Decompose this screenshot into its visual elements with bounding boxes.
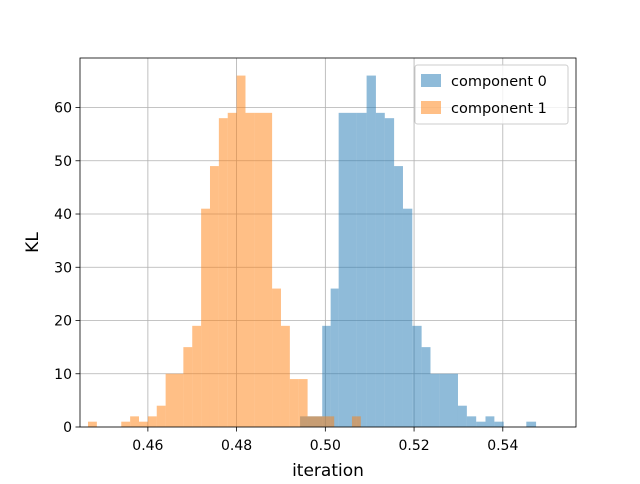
histogram-bar [494,421,504,427]
histogram-bar [384,118,395,428]
histogram-bar [526,421,537,427]
axis-ticks: 0.46 0.48 0.50 0.52 0.54 0 10 20 30 40 50 60 [54,101,518,454]
histogram-bar [316,416,326,427]
histogram-bar [439,373,458,427]
histogram-bar [236,75,246,428]
histogram-bar [254,112,273,428]
histogram-bar [466,416,477,427]
legend-swatch-0 [421,74,441,87]
histogram-bar [322,325,331,427]
histogram-bar [298,379,308,427]
x-tick-label: 0.48 [221,438,252,454]
histogram-bars [87,75,537,428]
histogram-bar [338,112,357,428]
y-tick-label: 60 [54,101,72,117]
histogram-bar [121,421,131,427]
histogram-bar [201,208,210,427]
histogram-bar [130,416,140,427]
histogram-bar [375,112,385,428]
x-axis-label: iteration [292,461,364,480]
histogram-bar [325,416,335,427]
histogram-bar [402,208,413,427]
histogram-bar [289,379,299,427]
histogram-bar [218,118,228,428]
histogram-bar [412,325,422,427]
y-tick-label: 40 [54,207,72,223]
legend-swatch-1 [421,101,441,114]
series-1-bars [87,75,361,428]
histogram-bar [156,405,166,427]
histogram-bar [430,373,440,427]
y-tick-label: 0 [63,420,72,436]
y-tick-label: 50 [54,154,72,170]
histogram-bar [366,75,376,428]
histogram-bar [485,416,495,427]
histogram-bar [165,373,184,427]
legend-label-1: component 1 [451,101,547,117]
histogram-bar [147,416,157,427]
y-tick-label: 10 [54,367,72,383]
x-tick-label: 0.54 [487,438,518,454]
histogram-bar [87,421,97,427]
x-tick-label: 0.52 [398,438,429,454]
histogram-bar [394,166,403,427]
histogram-bar [356,112,367,428]
histogram-bar [476,421,486,427]
legend-frame [414,64,569,125]
x-tick-label: 0.50 [310,438,341,454]
legend-label-0: component 0 [451,74,547,90]
histogram-bar [421,347,431,427]
y-axis-label: KL [23,232,43,253]
histogram-bar [457,405,467,427]
histogram-bar [192,325,202,427]
series-0-bars [300,75,537,428]
histogram-bar [272,288,281,427]
x-tick-label: 0.46 [132,438,163,454]
histogram-bar [139,421,148,427]
y-tick-label: 20 [54,314,72,330]
chart-legend: component 0 component 1 [414,64,569,125]
histogram-bar [245,112,255,428]
histogram-bar [307,416,317,427]
histogram-bar [227,112,237,428]
histogram-bar [351,416,361,427]
histogram-bar [280,325,290,427]
plot-area-frame [79,57,577,428]
histogram-bar [330,288,339,427]
y-tick-label: 30 [54,260,72,276]
histogram-bar [183,347,193,427]
histogram-bar [209,166,219,427]
